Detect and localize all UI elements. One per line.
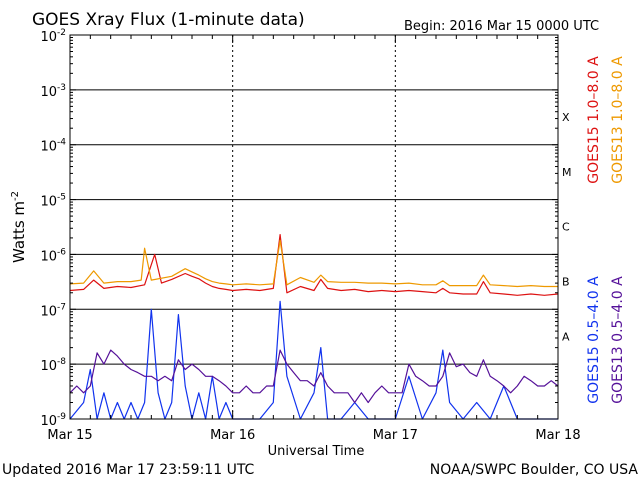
y-tick-label: 10-9 <box>40 412 66 429</box>
series-line <box>69 239 558 288</box>
series-line <box>69 234 559 296</box>
grid <box>70 35 558 419</box>
x-tick-label: Mar 18 <box>535 428 580 443</box>
x-axis-label: Universal Time <box>268 444 365 459</box>
legend-entry: GOES13 1.0–8.0 A <box>610 56 626 184</box>
y-tick-label: 10-8 <box>40 357 66 374</box>
y-tick-label: 10-7 <box>40 302 66 319</box>
series-layer <box>69 234 559 420</box>
flare-class-label: M <box>562 166 572 179</box>
legend: GOES15 1.0–8.0 A GOES13 1.0–8.0 A GOES15 0… <box>586 56 626 404</box>
x-tick-label: Mar 16 <box>210 428 255 443</box>
legend-entry: GOES15 0.5–4.0 A <box>586 276 602 404</box>
flare-class-label: A <box>562 330 570 343</box>
y-tick-label: 10-3 <box>40 83 66 100</box>
series-line <box>69 300 558 420</box>
chart-title: GOES Xray Flux (1-minute data) <box>32 10 305 30</box>
footer-updated: Updated 2016 Mar 17 23:59:11 UTC <box>2 462 255 478</box>
y-axis-label: Watts m-2 <box>10 191 28 263</box>
series-line <box>69 349 559 404</box>
y-tick-label: 10-4 <box>40 138 66 155</box>
flare-class-label: X <box>562 111 570 124</box>
y-tick-label: 10-2 <box>40 28 66 45</box>
begin-label: Begin: 2016 Mar 15 0000 UTC <box>404 19 599 34</box>
flare-class-label: C <box>562 221 570 234</box>
flare-class-labels: X M C B A <box>562 111 572 343</box>
y-tick-label: 10-5 <box>40 193 66 210</box>
x-tick-label: Mar 15 <box>47 428 92 443</box>
legend-entry: GOES13 0.5–4.0 A <box>610 276 626 404</box>
x-tick-label: Mar 17 <box>373 428 418 443</box>
y-tick-label: 10-6 <box>40 247 66 264</box>
y-axis-ticks: 10-2 10-3 10-4 10-5 10-6 10-7 10-8 10-9 <box>40 28 558 429</box>
x-axis-ticks: Mar 15 Mar 16 Mar 17 Mar 18 <box>47 35 581 443</box>
legend-entry: GOES15 1.0–8.0 A <box>586 56 602 184</box>
flare-class-label: B <box>562 276 570 289</box>
footer-credit: NOAA/SWPC Boulder, CO USA <box>430 462 639 478</box>
plot-frame <box>69 34 559 420</box>
